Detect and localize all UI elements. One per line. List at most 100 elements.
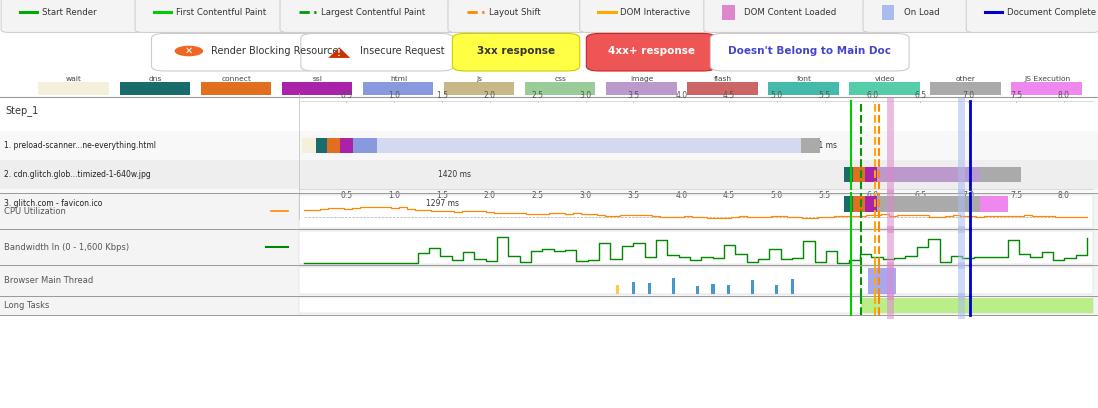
Text: html: html <box>390 76 407 82</box>
Bar <box>775 285 778 294</box>
Text: 1.0: 1.0 <box>389 91 401 100</box>
Bar <box>339 137 354 153</box>
Text: !: ! <box>337 49 341 58</box>
Bar <box>299 267 1093 294</box>
Bar <box>362 82 434 95</box>
Bar <box>327 137 339 153</box>
Bar <box>712 284 715 294</box>
Text: DOM Interactive: DOM Interactive <box>620 8 691 17</box>
Bar <box>877 167 979 182</box>
Text: 6.5: 6.5 <box>915 191 927 200</box>
Bar <box>722 5 735 20</box>
Bar <box>0 229 1098 238</box>
Bar <box>727 285 730 294</box>
Bar <box>302 137 316 153</box>
Bar <box>791 279 794 294</box>
Bar <box>632 282 635 294</box>
Text: 0.5: 0.5 <box>340 191 352 200</box>
Bar <box>299 231 1093 264</box>
Text: Step_1: Step_1 <box>5 105 38 116</box>
FancyBboxPatch shape <box>280 0 457 33</box>
Text: 5.5: 5.5 <box>819 91 831 100</box>
FancyBboxPatch shape <box>135 0 289 33</box>
Text: font: font <box>796 76 811 82</box>
Bar <box>687 82 758 95</box>
FancyBboxPatch shape <box>580 0 710 33</box>
Text: image: image <box>630 76 653 82</box>
Bar <box>853 167 865 182</box>
Bar <box>0 273 1098 281</box>
FancyBboxPatch shape <box>452 33 580 71</box>
Text: js: js <box>477 76 482 82</box>
Text: 5.5: 5.5 <box>819 191 831 200</box>
Bar <box>672 278 675 294</box>
Text: CPU Utilization: CPU Utilization <box>4 207 66 216</box>
Text: Browser Main Thread: Browser Main Thread <box>4 276 93 285</box>
Bar <box>377 137 800 153</box>
Bar <box>844 167 853 182</box>
FancyBboxPatch shape <box>152 33 318 71</box>
Text: 4.5: 4.5 <box>722 91 736 100</box>
Text: video: video <box>875 76 895 82</box>
Bar <box>865 167 877 182</box>
Bar <box>696 286 698 294</box>
Text: 1. preload-scanner...ne-everything.html: 1. preload-scanner...ne-everything.html <box>4 141 156 150</box>
Bar <box>751 280 754 294</box>
Text: 2.0: 2.0 <box>484 191 496 200</box>
Bar <box>0 305 1098 310</box>
Bar <box>0 310 1098 315</box>
Bar <box>0 301 1098 305</box>
Bar <box>882 5 894 20</box>
FancyBboxPatch shape <box>586 33 716 71</box>
Bar <box>316 137 327 153</box>
Bar <box>0 131 1098 160</box>
Bar <box>0 265 1098 273</box>
Text: css: css <box>554 76 567 82</box>
Text: flash: flash <box>714 76 732 82</box>
Text: 5251 ms: 5251 ms <box>804 141 837 150</box>
Bar <box>1011 82 1082 95</box>
Text: connect: connect <box>222 76 251 82</box>
FancyBboxPatch shape <box>301 33 453 71</box>
Bar <box>0 193 1098 202</box>
Bar <box>0 281 1098 288</box>
Bar <box>0 160 1098 189</box>
Text: 8.0: 8.0 <box>1057 191 1069 200</box>
FancyBboxPatch shape <box>966 0 1098 33</box>
Text: 7.5: 7.5 <box>1010 91 1022 100</box>
Text: 4.0: 4.0 <box>675 191 687 200</box>
Text: 5.0: 5.0 <box>771 91 783 100</box>
Text: 5.0: 5.0 <box>771 191 783 200</box>
FancyBboxPatch shape <box>863 0 975 33</box>
Bar <box>0 296 1098 301</box>
Bar <box>444 82 514 95</box>
Text: 6.0: 6.0 <box>866 191 878 200</box>
Text: Document Complete: Document Complete <box>1007 8 1096 17</box>
Bar <box>648 283 651 294</box>
Text: dns: dns <box>148 76 161 82</box>
Bar <box>0 238 1098 247</box>
Bar <box>0 256 1098 265</box>
Bar <box>282 82 352 95</box>
Bar <box>299 195 1093 228</box>
Bar <box>38 82 109 95</box>
Bar <box>0 211 1098 220</box>
Text: 1.0: 1.0 <box>389 191 401 200</box>
Text: 3.0: 3.0 <box>580 191 592 200</box>
Bar <box>979 196 1008 212</box>
Text: 3.5: 3.5 <box>627 191 639 200</box>
Text: 3.0: 3.0 <box>580 91 592 100</box>
Text: Long Tasks: Long Tasks <box>4 301 49 310</box>
Bar <box>0 202 1098 211</box>
Bar <box>800 137 820 153</box>
Bar <box>861 298 1093 313</box>
Bar <box>853 196 865 212</box>
Text: Start Render: Start Render <box>42 8 97 17</box>
Bar <box>354 137 377 153</box>
Text: 2.5: 2.5 <box>531 191 544 200</box>
Text: 1.5: 1.5 <box>436 91 448 100</box>
Text: 3.5: 3.5 <box>627 91 639 100</box>
Text: 4.0: 4.0 <box>675 91 687 100</box>
Text: 4xx+ response: 4xx+ response <box>607 47 695 56</box>
Text: Layout Shift: Layout Shift <box>489 8 540 17</box>
